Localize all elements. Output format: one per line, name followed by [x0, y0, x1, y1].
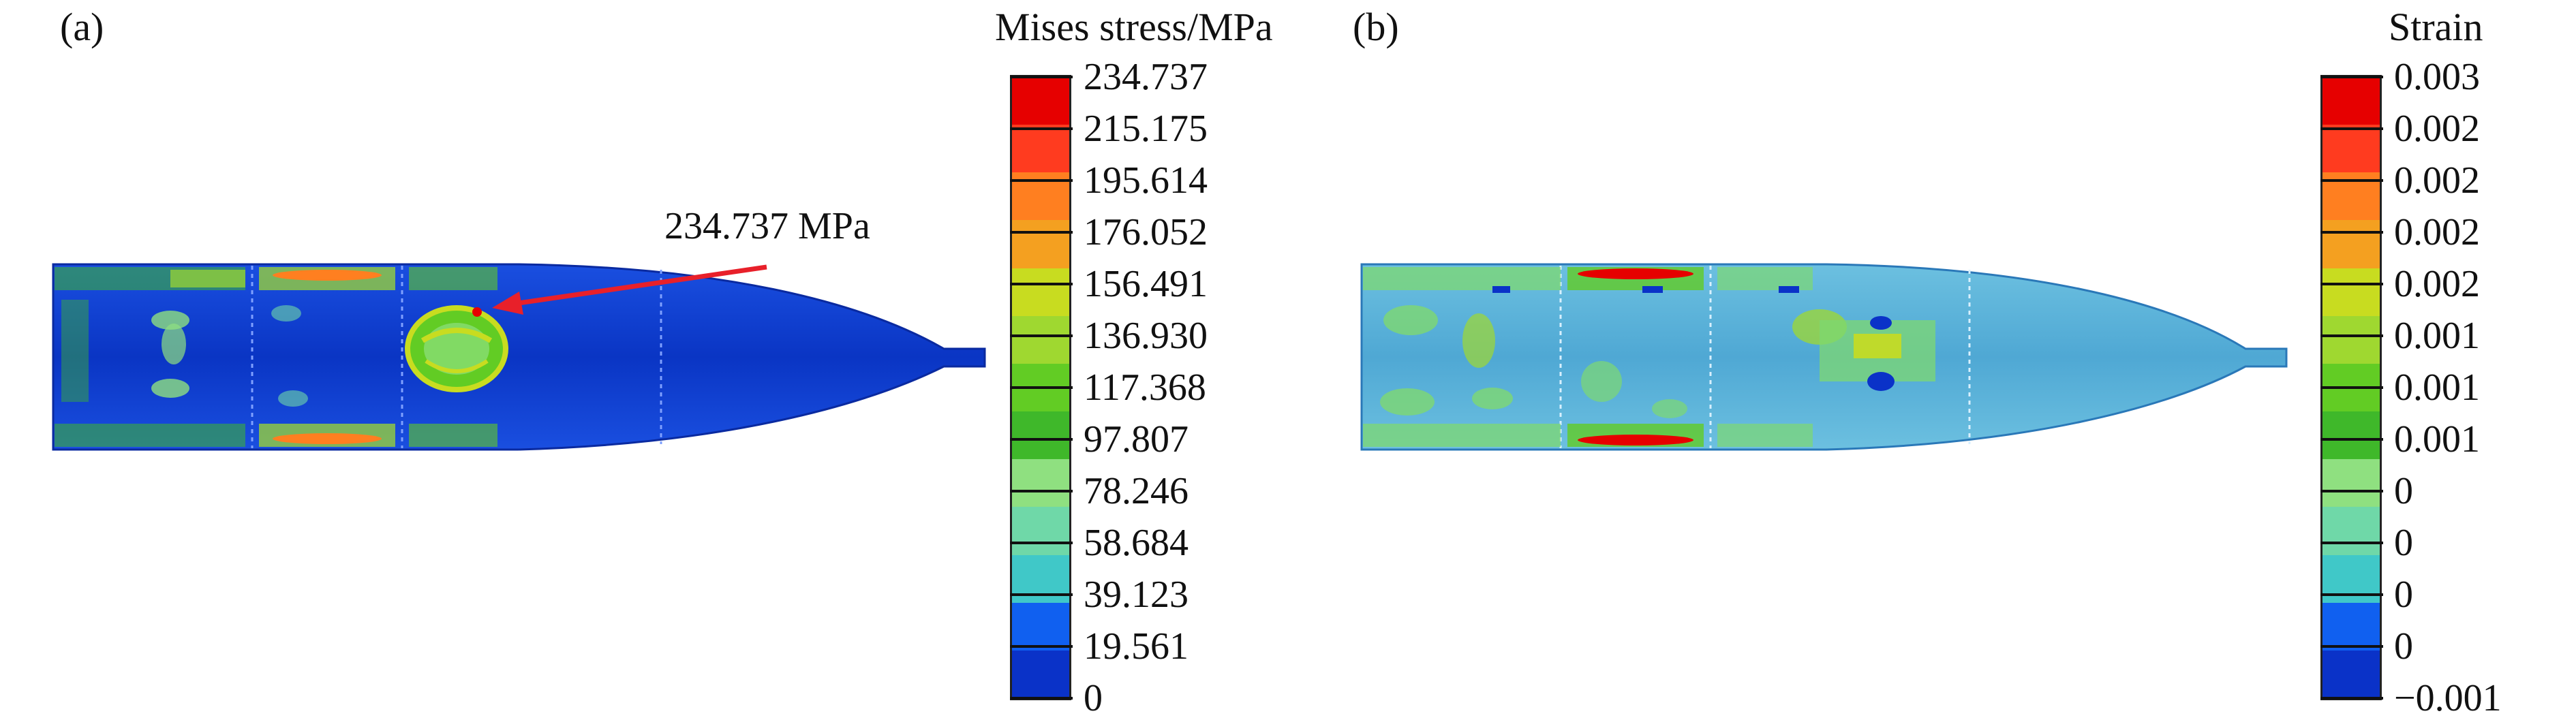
panel-a-tick-mark [1010, 386, 1073, 389]
panel-b-tick-label: 0.002 [2394, 108, 2480, 150]
panel-a-tick-label: 215.175 [1084, 108, 1208, 150]
panel-b-tick-mark [2320, 593, 2383, 596]
panel-b-top-band-patches [1363, 267, 1813, 293]
panel-b-color-band [2322, 268, 2380, 317]
panel-b-tick-label: 0 [2394, 625, 2413, 668]
panel-a-tick-mark [1010, 490, 1073, 492]
panel-a-tick-mark [1010, 645, 1073, 648]
panel-a-tick-mark [1010, 438, 1073, 441]
panel-a-color-band [1012, 602, 1069, 651]
panel-b-bottom-band-patches [1363, 424, 1813, 447]
panel-a-annotation-arrow [492, 264, 767, 315]
panel-a-color-band [1012, 77, 1069, 126]
panel-b-tick-mark [2320, 542, 2383, 544]
panel-b-color-band [2322, 459, 2380, 508]
panel-a-tick-label: 0 [1084, 677, 1103, 719]
panel-a-tick-label: 78.246 [1084, 470, 1189, 512]
panel-b-tick-mark [2320, 231, 2383, 234]
panel-a-tick-label: 176.052 [1084, 211, 1208, 253]
panel-a-tick-label: 156.491 [1084, 263, 1208, 305]
panel-a-tick-mark [1010, 334, 1073, 337]
panel-a-tick-mark [1010, 283, 1073, 285]
panel-a-annotation-text: 234.737 MPa [664, 205, 870, 247]
panel-a-tick-mark [1010, 593, 1073, 596]
panel-b-color-band [2322, 554, 2380, 604]
panel-a-label: (a) [60, 5, 104, 49]
panel-b-tick-label: 0.001 [2394, 315, 2480, 357]
panel-a-color-band [1012, 125, 1069, 174]
panel-b-tick-label: 0.002 [2394, 211, 2480, 253]
panel-a-color-band [1012, 507, 1069, 556]
panel-b-color-band [2322, 602, 2380, 651]
panel-b-tick-label: 0 [2394, 470, 2413, 512]
panel-a-tick-label: 19.561 [1084, 625, 1189, 668]
panel-a-tick-label: 97.807 [1084, 418, 1189, 460]
panel-b-tick-mark [2320, 438, 2383, 441]
panel-b-tick-label: 0.001 [2394, 366, 2480, 409]
panel-a-tick-label: 117.368 [1084, 366, 1206, 409]
panel-b-tick-label: 0.002 [2394, 263, 2480, 305]
panel-a-tick-mark [1010, 179, 1073, 182]
panel-b-mottle [1380, 305, 1935, 418]
panel-a-top-band-patches [55, 267, 497, 290]
panel-b-tick-mark [2320, 76, 2383, 78]
panel-a-color-band [1012, 268, 1069, 317]
panel-a-bottom-band-patches [55, 424, 497, 447]
panel-b-color-band [2322, 315, 2380, 364]
panel-b-color-band [2322, 411, 2380, 460]
panel-a-tick-mark [1010, 542, 1073, 544]
panel-b-tick-mark [2320, 645, 2383, 648]
panel-b-tick-label: 0.002 [2394, 159, 2480, 202]
panel-b-tick-mark [2320, 697, 2383, 700]
panel-a-tick-mark [1010, 231, 1073, 234]
panel-a-tick-label: 39.123 [1084, 574, 1189, 616]
panel-a-color-band [1012, 411, 1069, 460]
panel-a-tick-label: 195.614 [1084, 159, 1208, 202]
panel-a-model-plot [52, 263, 986, 451]
panel-b-tick-mark [2320, 283, 2383, 285]
panel-a-color-band [1012, 459, 1069, 508]
panel-a-tick-mark [1010, 697, 1073, 700]
panel-a-tick-mark [1010, 76, 1073, 78]
panel-b-tick-label: 0.001 [2394, 418, 2480, 460]
panel-b-tick-mark [2320, 386, 2383, 389]
panel-a-stress-hotspot [405, 305, 508, 392]
panel-b-color-band [2322, 507, 2380, 556]
panel-b-color-band [2322, 220, 2380, 269]
panel-b-color-band [2322, 650, 2380, 699]
panel-b-tick-label: 0.003 [2394, 56, 2480, 98]
panel-b-tick-label: −0.001 [2394, 677, 2502, 719]
panel-a-legend-title: Mises stress/MPa [995, 5, 1273, 49]
panel-b-color-band [2322, 125, 2380, 174]
panel-b-tick-mark [2320, 490, 2383, 492]
panel-b-tick-mark [2320, 334, 2383, 337]
panel-a-tick-label: 136.930 [1084, 315, 1208, 357]
panel-b-tick-mark [2320, 179, 2383, 182]
panel-b-tick-mark [2320, 127, 2383, 130]
panel-b-label: (b) [1353, 5, 1399, 49]
panel-b-tick-label: 0 [2394, 522, 2413, 564]
panel-a-color-band [1012, 220, 1069, 269]
panel-a-color-band [1012, 554, 1069, 604]
panel-b-color-band [2322, 77, 2380, 126]
panel-b-strain: (b) [1288, 0, 2576, 719]
panel-a-tick-label: 58.684 [1084, 522, 1189, 564]
panel-a-mises-stress: (a) [0, 0, 1288, 719]
panel-b-legend-title: Strain [2389, 5, 2483, 49]
panel-b-model-plot [1360, 263, 2288, 451]
panel-a-color-band [1012, 315, 1069, 364]
panel-a-mottle-left [61, 300, 308, 407]
panel-b-tick-label: 0 [2394, 574, 2413, 616]
panel-a-tick-label: 234.737 [1084, 56, 1208, 98]
panel-a-color-band [1012, 650, 1069, 699]
panel-a-tick-mark [1010, 127, 1073, 130]
